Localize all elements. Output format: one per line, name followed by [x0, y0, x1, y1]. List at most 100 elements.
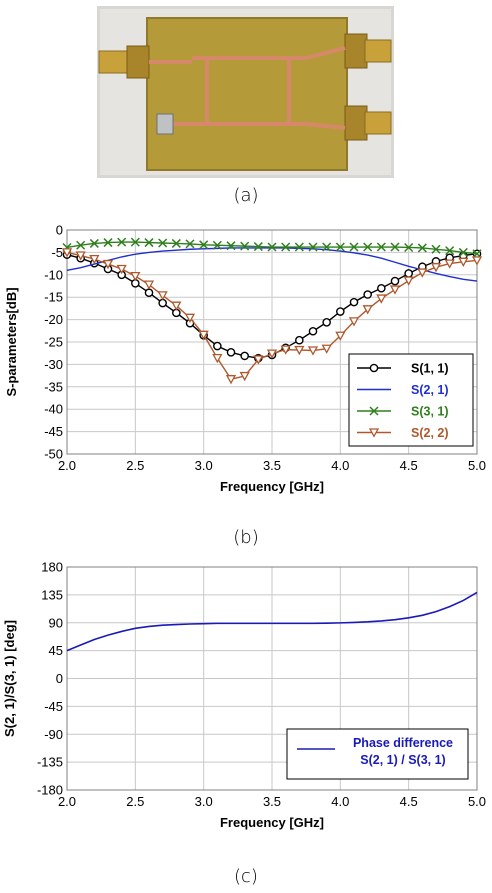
data-point — [390, 242, 400, 252]
data-point — [130, 237, 140, 247]
data-point — [225, 375, 237, 385]
data-point — [89, 238, 99, 248]
y-axis-label: S-parameters[dB] — [4, 287, 19, 396]
data-point — [103, 238, 113, 248]
y-tick-label: -45 — [44, 699, 63, 714]
data-point — [198, 330, 209, 340]
data-point — [404, 242, 414, 253]
data-point — [471, 256, 483, 266]
legend-label: S(2, 2) — [411, 426, 449, 440]
x-tick-label: 3.0 — [195, 458, 213, 473]
data-point — [253, 355, 264, 365]
data-point — [417, 243, 427, 253]
data-point — [335, 331, 346, 341]
data-point — [348, 317, 360, 327]
data-point — [171, 301, 182, 311]
data-point — [171, 238, 181, 248]
x-tick-label: 2.0 — [58, 794, 76, 809]
data-point — [349, 297, 359, 307]
data-point — [321, 344, 332, 354]
y-tick-label: -20 — [44, 312, 63, 327]
y-tick-label: 135 — [41, 587, 63, 602]
y-tick-label: 180 — [41, 560, 63, 575]
pcb-coupler-photo-icon — [97, 6, 394, 178]
data-point — [240, 351, 249, 361]
y-tick-label: 45 — [49, 643, 63, 658]
x-tick-label: 4.5 — [400, 458, 418, 473]
data-point — [308, 242, 318, 252]
data-point — [458, 257, 469, 267]
data-point — [376, 242, 386, 252]
data-point — [89, 254, 100, 265]
y-tick-label: 0 — [56, 223, 63, 238]
legend-label: S(1, 1) — [411, 362, 449, 376]
data-point — [458, 247, 468, 257]
x-tick-label: 5.0 — [468, 458, 486, 473]
data-point — [117, 237, 127, 247]
x-tick-label: 2.0 — [58, 458, 76, 473]
data-point — [322, 317, 331, 327]
data-point — [267, 242, 277, 252]
x-tick-label: 4.0 — [331, 794, 349, 809]
data-point — [226, 241, 236, 251]
data-point — [158, 238, 168, 248]
y-tick-label: 90 — [49, 615, 63, 630]
y-tick-label: -5 — [51, 245, 63, 260]
data-point — [322, 242, 332, 252]
y-tick-label: -135 — [37, 755, 63, 770]
data-point — [144, 288, 154, 298]
data-point — [239, 371, 250, 382]
data-point — [266, 349, 278, 359]
data-point — [157, 291, 168, 301]
series-3 — [62, 237, 482, 259]
data-point — [143, 280, 155, 290]
y-tick-label: -10 — [44, 267, 63, 282]
series-line — [66, 591, 478, 652]
y-tick-label: -40 — [44, 402, 63, 417]
data-point — [403, 276, 414, 286]
legend-label: S(3, 1) — [411, 405, 449, 419]
y-tick-label: 0 — [56, 671, 63, 686]
x-tick-label: 3.0 — [195, 794, 213, 809]
data-point — [377, 283, 386, 293]
y-tick-label: -35 — [44, 379, 63, 394]
data-point — [363, 242, 373, 252]
data-point — [376, 294, 387, 304]
y-tick-label: -30 — [44, 357, 63, 372]
x-tick-label: 2.5 — [126, 458, 144, 473]
plot-frame — [66, 229, 478, 455]
x-tick-label: 4.5 — [400, 794, 418, 809]
x-axis-label: Frequency [GHz] — [220, 815, 324, 830]
legend-box — [348, 353, 474, 447]
data-point — [184, 313, 196, 323]
series-4 — [61, 248, 483, 385]
data-point — [213, 341, 222, 351]
data-point — [349, 242, 359, 252]
data-point — [389, 285, 401, 295]
data-point — [430, 263, 442, 273]
data-point — [417, 268, 428, 278]
y-tick-label: -50 — [44, 447, 63, 462]
data-point — [445, 246, 455, 256]
data-point — [75, 251, 86, 261]
data-point — [253, 242, 263, 252]
data-point — [363, 290, 372, 299]
caption-c: (c) — [234, 866, 258, 887]
data-point — [431, 244, 441, 254]
data-point — [294, 345, 305, 356]
legend-label: Phase difference — [353, 736, 453, 750]
pcb-photo — [97, 6, 394, 178]
data-point — [295, 335, 304, 345]
data-point — [444, 259, 455, 269]
data-point — [226, 348, 236, 357]
legend-marker — [368, 428, 380, 438]
data-point — [76, 240, 86, 250]
legend-marker — [369, 363, 379, 373]
data-point — [390, 276, 400, 286]
plot-frame — [66, 566, 478, 791]
caption-a: (a) — [233, 185, 259, 206]
x-tick-label: 2.5 — [126, 794, 144, 809]
y-tick-label: -25 — [44, 335, 63, 350]
x-tick-label: 3.5 — [263, 458, 281, 473]
x-tick-label: 4.0 — [331, 458, 349, 473]
